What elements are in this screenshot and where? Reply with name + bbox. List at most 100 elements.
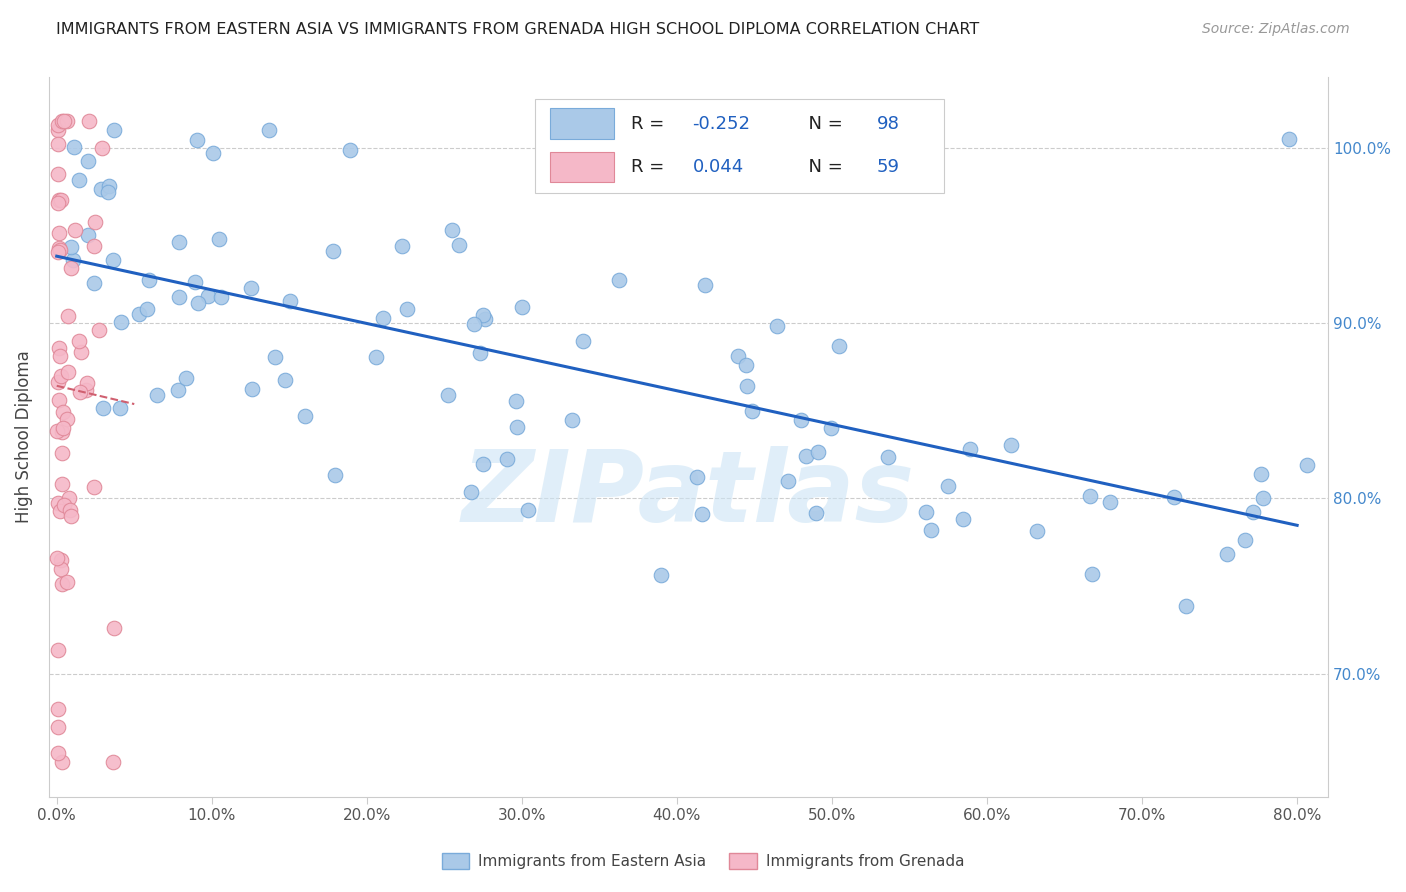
- Point: [396, 301, 419, 316]
- Point: [807, 445, 830, 459]
- Point: [766, 318, 789, 333]
- Point: [48, 241, 70, 255]
- Point: [98, 179, 121, 194]
- FancyBboxPatch shape: [536, 99, 945, 193]
- Point: [1175, 599, 1198, 614]
- Point: [505, 394, 527, 409]
- Point: [506, 419, 529, 434]
- Point: [49, 503, 72, 517]
- Point: [449, 238, 471, 252]
- Point: [440, 223, 463, 237]
- Text: 0.044: 0.044: [692, 159, 744, 177]
- Point: [48, 496, 70, 510]
- Point: [63, 223, 86, 237]
- Point: [51, 477, 73, 491]
- Point: [49, 243, 72, 257]
- Point: [474, 312, 496, 326]
- Point: [828, 339, 851, 353]
- Point: [776, 475, 799, 489]
- Point: [46, 137, 69, 152]
- Point: [46, 375, 69, 389]
- Point: [167, 383, 190, 397]
- Point: [790, 413, 813, 427]
- Point: [83, 277, 105, 291]
- Point: [1278, 132, 1301, 146]
- Point: [77, 153, 100, 168]
- Point: [62, 140, 84, 154]
- Point: [1251, 491, 1274, 505]
- Point: [51, 114, 73, 128]
- Point: [67, 334, 90, 349]
- Point: [1215, 547, 1237, 561]
- Point: [46, 123, 69, 137]
- Point: [51, 194, 73, 208]
- Point: [84, 214, 107, 228]
- Text: R =: R =: [631, 159, 671, 177]
- Point: [264, 350, 287, 364]
- Text: N =: N =: [797, 159, 849, 177]
- Point: [1163, 490, 1185, 504]
- Point: [60, 508, 83, 523]
- Point: [1098, 495, 1121, 509]
- Point: [91, 401, 114, 416]
- Point: [1250, 467, 1272, 481]
- Point: [46, 642, 69, 657]
- Point: [460, 485, 482, 500]
- Point: [51, 755, 73, 769]
- Point: [463, 317, 485, 331]
- Point: [510, 300, 533, 314]
- Legend: Immigrants from Eastern Asia, Immigrants from Grenada: Immigrants from Eastern Asia, Immigrants…: [436, 847, 970, 875]
- Point: [1025, 524, 1047, 538]
- Point: [97, 186, 120, 200]
- Text: -0.252: -0.252: [692, 115, 751, 133]
- Point: [101, 253, 124, 268]
- Point: [90, 182, 112, 196]
- Point: [259, 123, 281, 137]
- Point: [274, 372, 297, 386]
- Point: [51, 425, 73, 439]
- Point: [952, 512, 974, 526]
- Point: [607, 273, 630, 287]
- Point: [56, 114, 79, 128]
- Point: [69, 344, 91, 359]
- Point: [103, 123, 125, 137]
- Point: [46, 719, 69, 733]
- Point: [735, 358, 758, 372]
- Point: [83, 238, 105, 252]
- Point: [472, 457, 495, 471]
- Point: [239, 280, 262, 294]
- Point: [59, 239, 82, 253]
- Point: [56, 365, 79, 379]
- Point: [202, 145, 225, 160]
- Text: ZIPatlas: ZIPatlas: [463, 446, 915, 543]
- Point: [46, 702, 69, 716]
- Point: [686, 470, 709, 484]
- Point: [472, 308, 495, 322]
- Point: [52, 405, 75, 419]
- Point: [914, 505, 936, 519]
- Point: [959, 442, 981, 457]
- Point: [128, 307, 150, 321]
- Point: [103, 621, 125, 635]
- Point: [108, 401, 131, 416]
- Point: [741, 404, 763, 418]
- Point: [1241, 505, 1264, 519]
- Point: [62, 253, 84, 268]
- Point: [727, 350, 749, 364]
- Point: [46, 245, 69, 260]
- Point: [807, 149, 830, 163]
- Point: [804, 507, 827, 521]
- Point: [46, 196, 69, 211]
- Point: [48, 226, 70, 240]
- Point: [135, 301, 157, 316]
- Point: [51, 446, 73, 460]
- Point: [877, 450, 900, 465]
- Point: [167, 235, 190, 249]
- Point: [55, 412, 77, 426]
- Point: [1296, 458, 1319, 472]
- Point: [52, 498, 75, 512]
- Point: [52, 114, 75, 128]
- Point: [75, 383, 97, 397]
- Point: [938, 478, 960, 492]
- Point: [51, 577, 73, 591]
